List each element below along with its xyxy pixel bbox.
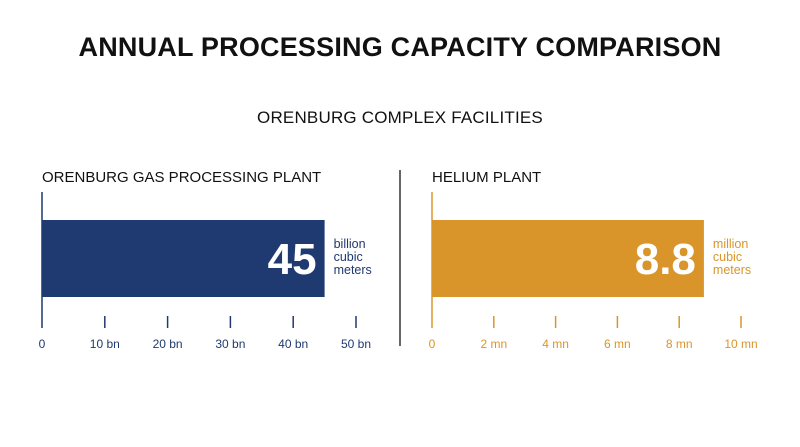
- gas-plant-tick-label: 20 bn: [153, 337, 183, 351]
- helium-plant-unit-label: million cubic meters: [713, 237, 752, 277]
- helium-plant-ticks: 0 2 mn 4 mn 6 mn 8 mn 10 mn: [429, 316, 758, 351]
- gas-plant-tick-label: 0: [39, 337, 46, 351]
- gas-plant-tick-label: 50 bn: [341, 337, 371, 351]
- gas-plant-unit-line-1: billion: [334, 237, 366, 251]
- main-title: ANNUAL PROCESSING CAPACITY COMPARISON: [78, 32, 722, 62]
- gas-plant-ticks: 0 10 bn 20 bn 30 bn 40 bn 50 bn: [39, 316, 371, 351]
- helium-plant-bar: [432, 220, 704, 297]
- helium-plant-tick-label: 8 mn: [666, 337, 693, 351]
- helium-plant-unit-line-1: million: [713, 237, 748, 251]
- gas-plant-unit-label: billion cubic meters: [334, 237, 372, 277]
- gas-plant-tick-label: 30 bn: [215, 337, 245, 351]
- gas-plant-tick-label: 40 bn: [278, 337, 308, 351]
- helium-plant-tick-label: 10 mn: [724, 337, 757, 351]
- gas-plant-title: ORENBURG GAS PROCESSING PLANT: [42, 169, 321, 186]
- helium-plant-tick-label: 0: [429, 337, 436, 351]
- gas-plant-bar: [42, 220, 325, 297]
- helium-plant-tick-label: 4 mn: [542, 337, 569, 351]
- helium-plant-panel: HELIUM PLANT 8.8 million cubic meters 0 2…: [429, 169, 758, 351]
- gas-plant-value-label: 45: [268, 235, 317, 284]
- subtitle: ORENBURG COMPLEX FACILITIES: [257, 108, 543, 127]
- helium-plant-tick-label: 6 mn: [604, 337, 631, 351]
- helium-plant-title: HELIUM PLANT: [432, 169, 541, 186]
- gas-plant-panel: ORENBURG GAS PROCESSING PLANT 45 billion…: [39, 169, 372, 351]
- helium-plant-unit-line-3: meters: [713, 263, 751, 277]
- helium-plant-unit-line-2: cubic: [713, 250, 742, 264]
- gas-plant-unit-line-2: cubic: [334, 250, 363, 264]
- helium-plant-value-label: 8.8: [635, 235, 696, 284]
- gas-plant-unit-line-3: meters: [334, 263, 372, 277]
- helium-plant-tick-label: 2 mn: [480, 337, 507, 351]
- gas-plant-tick-label: 10 bn: [90, 337, 120, 351]
